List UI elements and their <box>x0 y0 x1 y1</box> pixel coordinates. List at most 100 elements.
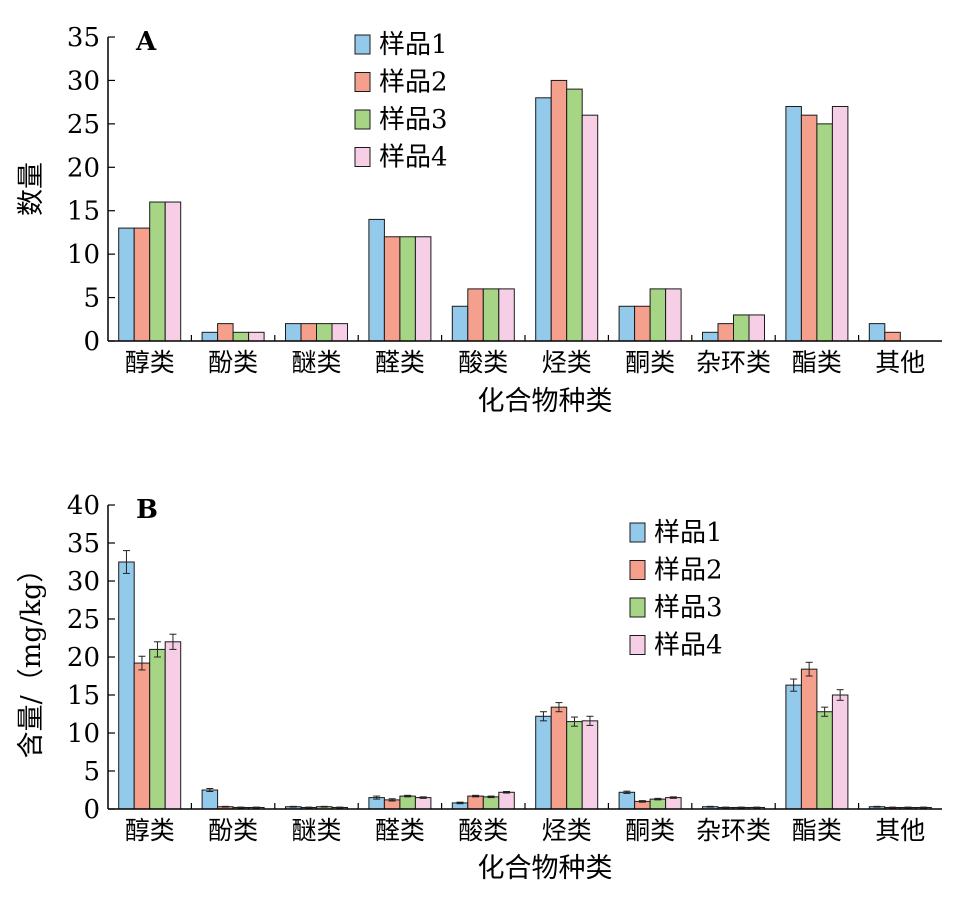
bar-1-6 <box>535 715 552 810</box>
y-tick-label: 10 <box>67 240 100 270</box>
error-bar-3-7 <box>654 797 662 801</box>
bar-2-4 <box>383 236 401 342</box>
bar-4-6 <box>581 720 599 810</box>
error-bar-2-2 <box>221 805 229 808</box>
error-bar-2-6 <box>555 702 563 713</box>
legend-swatch <box>629 560 646 580</box>
error-bar-4-10 <box>920 806 928 809</box>
bar-3-7 <box>649 798 667 810</box>
bar-2-3 <box>300 323 317 342</box>
x-tick-label: 酚类 <box>208 816 258 845</box>
bar-4-3 <box>331 323 348 342</box>
x-tick-label: 其他 <box>875 348 925 377</box>
bar-1-9 <box>785 105 802 342</box>
legend-swatch <box>354 34 371 55</box>
error-bar-2-9 <box>805 661 813 677</box>
y-tick-label: 40 <box>67 491 100 521</box>
error-bar-3-8 <box>737 806 745 809</box>
bar-1-9 <box>785 684 802 810</box>
error-bar-1-10 <box>873 805 881 808</box>
plot-area <box>118 79 901 342</box>
bar-2-5 <box>467 288 484 342</box>
bar-4-5 <box>498 288 515 342</box>
x-tick-label: 醛类 <box>375 816 425 845</box>
error-bar-3-6 <box>570 716 578 727</box>
x-tick-label: 酮类 <box>625 816 675 845</box>
error-bar-2-1 <box>138 655 146 671</box>
legend-label: 样品3 <box>379 105 448 135</box>
bar-3-3 <box>316 323 333 342</box>
error-bar-4-9 <box>836 689 844 701</box>
panel-label: A <box>135 27 157 57</box>
error-bar-3-9 <box>821 706 829 717</box>
x-tick-label: 醛类 <box>375 348 425 377</box>
bar-4-9 <box>831 694 849 810</box>
x-tick-label: 酮类 <box>625 348 675 377</box>
x-tick-label: 酯类 <box>792 816 842 845</box>
y-tick-label: 15 <box>67 681 100 711</box>
bar-1-10 <box>868 323 886 342</box>
bar-3-4 <box>399 236 416 342</box>
bar-1-7 <box>618 791 636 810</box>
bar-2-7 <box>634 305 651 342</box>
legend-swatch <box>354 72 371 92</box>
x-axis-title: 化合物种类 <box>478 853 613 884</box>
plot-area <box>118 550 932 810</box>
bar-3-1 <box>149 648 166 810</box>
bar-4-7 <box>665 288 682 342</box>
legend-label: 样品1 <box>379 30 448 60</box>
y-axis-title: 数量 <box>16 162 47 216</box>
y-tick-label: 5 <box>83 757 100 787</box>
bar-3-6 <box>566 88 583 342</box>
bar-4-8 <box>748 314 765 342</box>
legend-swatch <box>629 635 646 655</box>
bar-2-5 <box>467 795 484 810</box>
bar-2-6 <box>550 79 568 342</box>
bar-4-6 <box>581 114 599 342</box>
bar-1-3 <box>285 323 302 342</box>
bar-2-8 <box>717 323 734 342</box>
legend-label: 样品4 <box>379 143 448 173</box>
error-bar-4-5 <box>503 791 511 794</box>
y-tick-label: 5 <box>83 284 100 314</box>
bar-3-8 <box>733 314 750 342</box>
bar-1-2 <box>201 331 219 342</box>
chart-panel-b: 0 5 10 15 20 25 30 35 40 醇类 酚类 醚类 醛类 酸类 烃类 酮类 杂环类 酯类 其他化合物… <box>16 491 942 884</box>
error-bar-3-3 <box>320 805 328 808</box>
bar-4-9 <box>831 105 849 342</box>
y-tick-label: 20 <box>67 153 100 183</box>
y-tick-label: 10 <box>67 719 100 749</box>
bar-4-1 <box>164 201 182 342</box>
bar-1-6 <box>535 97 552 342</box>
error-bar-1-9 <box>790 678 798 692</box>
y-tick-label: 25 <box>67 110 100 140</box>
bar-3-2 <box>232 331 250 342</box>
bar-3-4 <box>399 795 416 810</box>
error-bar-1-6 <box>539 711 547 722</box>
error-bar-3-1 <box>153 641 161 658</box>
x-tick-label: 杂环类 <box>696 816 771 845</box>
bar-1-5 <box>451 305 469 342</box>
error-bar-3-10 <box>904 806 912 809</box>
error-bar-4-8 <box>753 806 761 809</box>
error-bar-1-3 <box>289 805 297 808</box>
legend-label: 样品2 <box>654 556 723 586</box>
bar-1-1 <box>118 561 135 810</box>
error-bar-2-7 <box>638 800 646 803</box>
error-bar-3-5 <box>487 795 495 799</box>
error-bar-2-5 <box>472 794 480 798</box>
bar-2-2 <box>217 323 234 342</box>
bar-1-8 <box>702 331 719 342</box>
y-tick-label: 30 <box>67 567 100 597</box>
x-tick-label: 醇类 <box>125 348 175 377</box>
y-tick-label: 0 <box>83 327 100 357</box>
legend-swatch <box>629 522 646 543</box>
error-bar-4-7 <box>669 796 677 799</box>
bar-4-2 <box>248 331 265 342</box>
x-tick-label: 烃类 <box>542 348 592 377</box>
x-tick-label: 醚类 <box>291 348 341 377</box>
panel-label: B <box>136 495 158 525</box>
x-tick-label: 酚类 <box>208 348 258 377</box>
x-tick-label: 醇类 <box>125 816 175 845</box>
